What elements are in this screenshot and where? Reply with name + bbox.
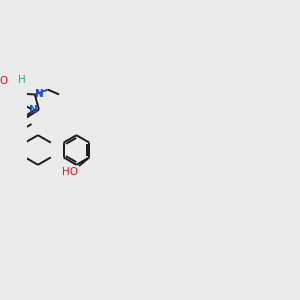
Text: O: O	[0, 76, 8, 86]
Text: N: N	[29, 105, 38, 115]
Text: N: N	[35, 89, 44, 99]
Text: H: H	[18, 75, 26, 85]
Text: HO: HO	[62, 167, 79, 177]
